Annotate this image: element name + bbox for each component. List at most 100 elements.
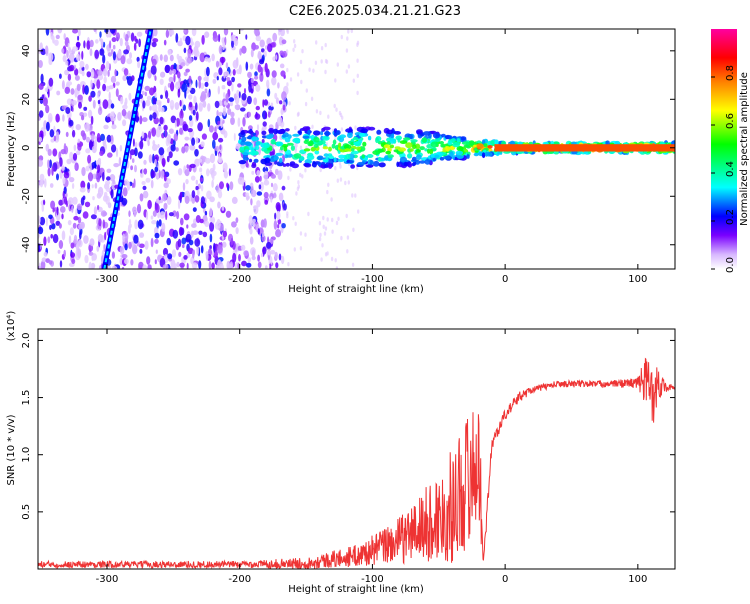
noise-blob <box>192 249 195 259</box>
noise-blob <box>275 97 279 104</box>
noise-blob <box>242 117 246 127</box>
noise-blob <box>107 152 113 158</box>
noise-blob <box>279 100 283 105</box>
noise-blob <box>227 108 232 116</box>
noise-blob <box>249 63 254 70</box>
noise-blob <box>85 63 89 70</box>
noise-blob <box>109 111 115 122</box>
noise-blob <box>132 138 135 147</box>
noise-blob <box>97 99 101 105</box>
noise-blob <box>43 251 48 257</box>
noise-blob <box>129 52 132 59</box>
noise-blob <box>68 235 72 245</box>
noise-blob <box>279 63 285 69</box>
noise-blob <box>82 211 89 219</box>
noise-blob <box>286 211 289 216</box>
noise-blob <box>155 249 158 254</box>
noise-blob <box>195 215 201 223</box>
noise-blob <box>242 176 245 187</box>
noise-blob <box>67 220 72 226</box>
noise-blob <box>63 171 70 179</box>
noise-blob <box>134 147 138 157</box>
noise-blob <box>44 178 47 188</box>
noise-blob <box>347 180 350 185</box>
noise-blob <box>79 231 82 240</box>
band-blob <box>449 146 455 151</box>
band-blob <box>369 160 374 164</box>
noise-blob <box>102 195 109 202</box>
noise-blob <box>63 186 67 194</box>
noise-blob <box>253 29 260 36</box>
noise-blob <box>87 154 92 164</box>
y-tick-label: 2.0 <box>21 332 32 348</box>
noise-blob <box>128 219 132 225</box>
band-blob <box>466 154 470 159</box>
noise-blob <box>105 180 111 186</box>
noise-blob <box>63 249 66 258</box>
noise-blob <box>61 165 65 171</box>
band-blob <box>280 146 284 151</box>
noise-blob <box>346 235 350 240</box>
noise-blob <box>277 224 280 229</box>
noise-blob <box>62 55 67 63</box>
noise-blob <box>139 115 143 125</box>
noise-blob <box>147 130 152 140</box>
noise-blob <box>257 254 260 262</box>
noise-blob <box>117 111 122 121</box>
y-tick-label: 0 <box>21 145 32 151</box>
noise-blob <box>38 226 44 235</box>
noise-blob <box>228 97 235 102</box>
noise-blob <box>64 69 70 76</box>
noise-blob <box>252 218 256 224</box>
noise-blob <box>174 81 181 90</box>
noise-blob <box>45 217 48 227</box>
noise-blob <box>82 112 88 117</box>
noise-blob <box>212 34 219 42</box>
noise-blob <box>84 122 90 132</box>
noise-blob <box>110 75 117 84</box>
noise-blob <box>187 128 193 133</box>
noise-blob <box>103 76 107 84</box>
noise-blob <box>189 163 196 169</box>
noise-blob <box>206 190 212 200</box>
noise-blob <box>115 147 119 158</box>
colorbar: 0.0 0.2 0.4 0.6 0.8 Normalized spectral ampl… <box>711 29 750 273</box>
noise-blob <box>67 42 70 51</box>
band-blob <box>343 144 352 150</box>
noise-blob <box>129 149 136 156</box>
noise-blob <box>110 189 114 199</box>
snr-multiplier: (x10⁴) <box>6 311 17 342</box>
noise-blob <box>146 256 151 265</box>
noise-blob <box>89 48 93 57</box>
noise-blob <box>259 72 264 83</box>
noise-blob <box>103 68 108 77</box>
band-blob <box>251 136 260 142</box>
noise-blob <box>173 73 176 83</box>
noise-blob <box>307 211 310 217</box>
noise-blob <box>133 210 137 218</box>
noise-blob <box>250 189 257 198</box>
band-blob <box>273 155 279 161</box>
band-blob <box>254 145 260 151</box>
noise-blob <box>159 78 164 86</box>
snr-y-label: SNR (10 * v/v) <box>6 414 17 485</box>
noise-blob <box>203 76 208 82</box>
noise-blob <box>151 127 157 137</box>
colorbar-tick-label: 0.2 <box>725 209 736 225</box>
noise-blob <box>183 47 187 54</box>
noise-blob <box>76 203 83 211</box>
noise-blob <box>191 262 198 269</box>
noise-blob <box>185 178 189 185</box>
band-blob <box>335 130 341 135</box>
noise-blob <box>277 170 283 181</box>
noise-blob <box>84 85 89 95</box>
noise-blob <box>271 76 277 86</box>
noise-blob <box>141 181 146 185</box>
noise-blob <box>87 172 94 182</box>
noise-blob <box>181 83 188 93</box>
noise-blob <box>261 139 265 144</box>
noise-blob <box>270 196 273 203</box>
noise-blob <box>52 207 55 213</box>
noise-blob <box>76 150 81 156</box>
noise-blob <box>163 54 168 63</box>
